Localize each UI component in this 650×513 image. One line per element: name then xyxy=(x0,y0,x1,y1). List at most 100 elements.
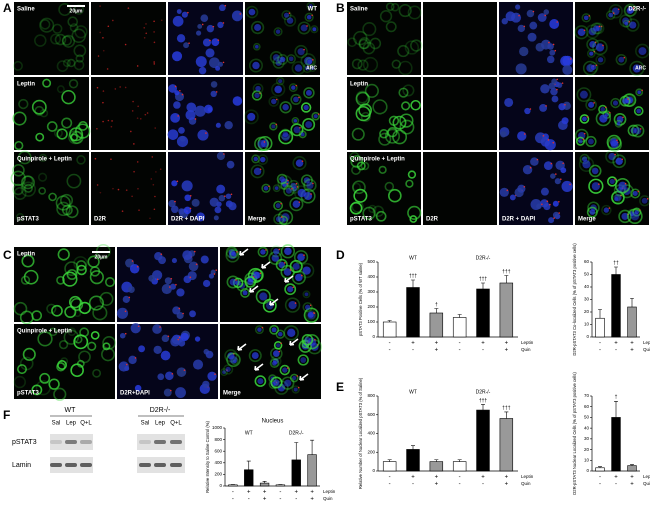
x-row-name: Quin xyxy=(521,347,531,352)
micrograph xyxy=(243,76,321,152)
nucleus xyxy=(624,21,629,26)
image-bg xyxy=(14,77,89,150)
nucleus xyxy=(504,97,514,107)
cell xyxy=(351,58,363,70)
nucleus xyxy=(515,4,521,10)
nucleus xyxy=(254,24,262,32)
error-bar xyxy=(387,459,392,462)
puncta xyxy=(143,37,146,39)
x-row-label: + xyxy=(411,341,415,347)
chart-title: Nucleus xyxy=(262,419,284,425)
cell xyxy=(245,5,259,19)
puncta xyxy=(564,103,566,106)
puncta xyxy=(286,182,289,185)
puncta xyxy=(153,61,155,63)
puncta xyxy=(124,310,127,313)
nucleus xyxy=(229,355,238,364)
nucleus xyxy=(182,250,193,261)
puncta xyxy=(301,160,304,162)
cell xyxy=(297,21,311,35)
nucleus xyxy=(550,87,558,96)
nucleus xyxy=(134,384,142,392)
micrograph xyxy=(116,247,218,322)
puncta xyxy=(303,48,305,51)
nucleus xyxy=(184,194,192,202)
cell xyxy=(12,183,24,196)
nucleus xyxy=(176,367,187,377)
nucleus xyxy=(282,367,288,373)
puncta xyxy=(593,102,595,104)
puncta xyxy=(153,20,155,23)
micrograph xyxy=(10,150,89,225)
puncta xyxy=(546,200,549,203)
nucleus xyxy=(543,161,553,170)
nucleus xyxy=(591,182,600,191)
x-row-name: Quin xyxy=(643,347,650,352)
puncta xyxy=(145,32,148,35)
puncta xyxy=(569,58,572,60)
puncta xyxy=(102,101,104,104)
puncta xyxy=(131,195,133,198)
puncta xyxy=(124,43,127,46)
cell xyxy=(271,82,286,97)
puncta xyxy=(96,184,99,186)
nucleus xyxy=(551,78,558,85)
nucleus xyxy=(589,209,596,215)
cell xyxy=(273,341,283,350)
puncta xyxy=(292,286,295,289)
nucleus xyxy=(307,59,313,65)
nucleus xyxy=(171,205,179,214)
cell xyxy=(356,161,366,171)
y-axis-label: Relative Intensity to Saline Control (%) xyxy=(205,421,210,493)
image-label: D2R xyxy=(94,217,107,223)
nucleus xyxy=(260,249,266,255)
cell xyxy=(69,127,84,142)
cell xyxy=(250,164,265,179)
puncta xyxy=(111,120,113,122)
error-bar xyxy=(411,445,415,450)
nucleus xyxy=(297,253,305,262)
x-row-label: + xyxy=(630,475,634,481)
nucleus xyxy=(549,49,556,56)
nucleus xyxy=(225,193,232,200)
cell xyxy=(34,34,47,47)
image-bg xyxy=(91,2,166,75)
puncta xyxy=(215,91,218,93)
puncta xyxy=(136,117,139,119)
puncta xyxy=(153,31,155,33)
puncta xyxy=(311,14,313,17)
cell xyxy=(78,301,91,315)
x-row-label: - xyxy=(232,490,234,496)
puncta xyxy=(153,208,156,211)
x-row-label: + xyxy=(310,490,314,496)
puncta xyxy=(107,119,110,122)
cell xyxy=(226,275,240,289)
nucleus xyxy=(231,251,237,257)
cell xyxy=(73,59,85,71)
puncta xyxy=(236,251,238,253)
cell xyxy=(257,246,269,258)
nucleus xyxy=(292,262,300,270)
puncta xyxy=(235,279,237,281)
nucleus xyxy=(500,131,507,138)
puncta xyxy=(303,254,305,257)
nucleus xyxy=(284,247,292,256)
nucleus xyxy=(231,10,243,22)
cell xyxy=(67,327,77,337)
cell xyxy=(372,99,388,115)
nucleus xyxy=(305,89,312,96)
nucleus xyxy=(172,15,184,27)
puncta xyxy=(616,139,618,141)
arrow xyxy=(261,261,271,269)
cell xyxy=(574,25,589,40)
x-row-name: Quin xyxy=(521,481,531,486)
bar xyxy=(627,306,637,338)
image-label: Quinpirole + Leptin xyxy=(350,157,405,163)
micrograph xyxy=(220,244,321,323)
x-row-label: + xyxy=(435,475,439,481)
cell xyxy=(291,61,306,76)
nucleus xyxy=(247,112,256,121)
cell xyxy=(14,140,24,151)
cell xyxy=(78,350,91,364)
